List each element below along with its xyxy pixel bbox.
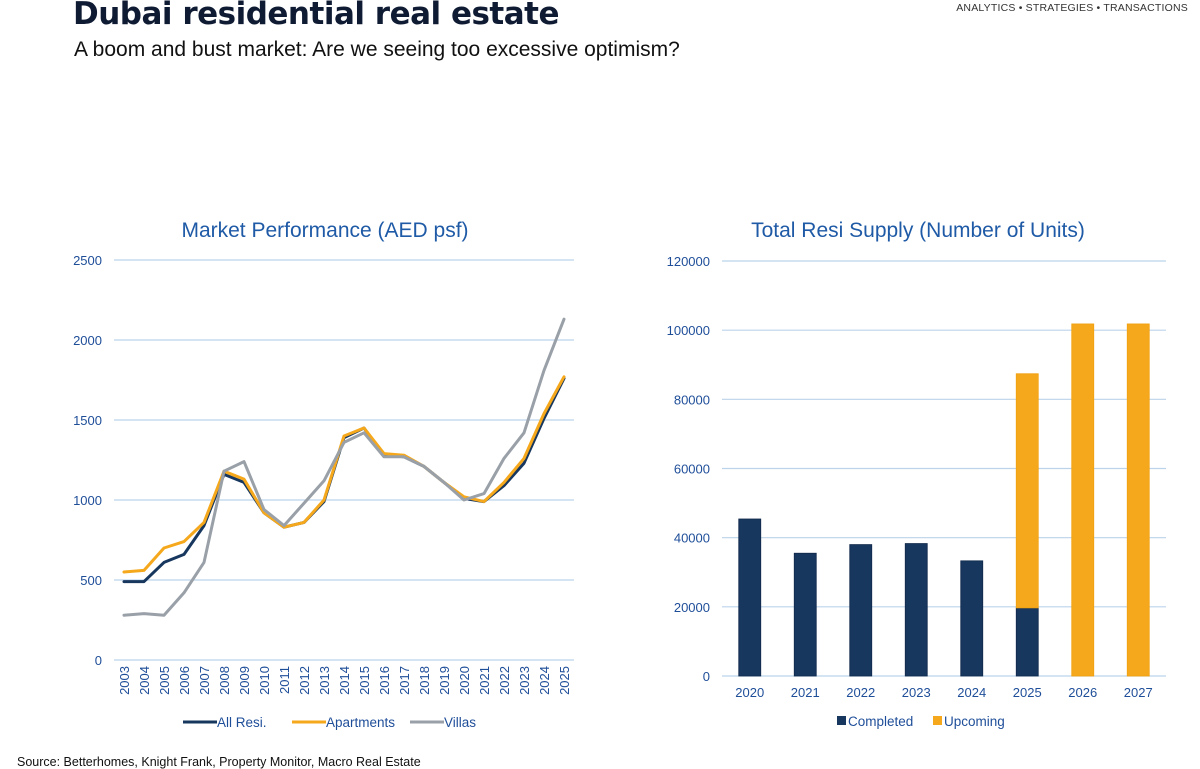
x-tick-label: 2008 [217, 666, 232, 695]
y-tick-label: 1000 [73, 493, 102, 508]
bar-completed-2022 [849, 544, 873, 677]
x-tick-label: 2017 [397, 666, 412, 695]
y-tick-label: 20000 [674, 600, 710, 615]
page-subtitle: A boom and bust market: Are we seeing to… [74, 38, 680, 61]
series-line-villas [122, 317, 566, 617]
bar-upcoming-2025 [1015, 373, 1039, 609]
y-tick-label: 500 [80, 573, 102, 588]
x-tick-label: 2020 [735, 685, 764, 700]
bar-completed-2023 [904, 543, 928, 677]
bar-completed-2024 [960, 560, 984, 677]
x-tick-label: 2011 [277, 666, 292, 694]
bar-completed-2021 [793, 552, 817, 677]
bar-upcoming-2027 [1126, 323, 1150, 677]
y-tick-label: 0 [95, 653, 102, 668]
x-tick-label: 2005 [157, 666, 172, 695]
x-tick-label: 2014 [337, 666, 352, 695]
market-performance-chart: Market Performance (AED psf) 0 500 1000 150… [73, 219, 574, 730]
x-tick-label: 2021 [791, 685, 820, 700]
y-tick-label: 2000 [73, 333, 102, 348]
x-tick-label: 2003 [117, 666, 132, 695]
x-tick-label: 2025 [557, 666, 572, 695]
x-tick-label: 2015 [357, 666, 372, 695]
x-tick-label: 2006 [177, 666, 192, 695]
y-tick-label: 120000 [667, 254, 710, 269]
y-tick-label: 100000 [667, 323, 710, 338]
y-tick-label: 0 [703, 669, 710, 684]
x-tick-label: 2004 [137, 666, 152, 695]
x-tick-label: 2022 [846, 685, 875, 700]
x-tick-label: 2009 [237, 666, 252, 695]
x-tick-label: 2026 [1068, 685, 1097, 700]
bar-upcoming-2026 [1071, 323, 1095, 677]
x-tick-label: 2027 [1124, 685, 1153, 700]
page-title: Dubai residential real estate [73, 0, 560, 32]
legend-label: Completed [848, 714, 913, 729]
x-tick-label: 2020 [457, 666, 472, 695]
series-line-all-resi [122, 376, 566, 584]
legend-swatch [933, 716, 942, 725]
x-tick-label: 2023 [517, 666, 532, 695]
source-note: Source: Betterhomes, Knight Frank, Prope… [17, 755, 421, 769]
x-tick-label: 2018 [417, 666, 432, 695]
x-tick-label: 2010 [257, 666, 272, 695]
x-tick-label: 2007 [197, 666, 212, 695]
x-tick-label: 2023 [902, 685, 931, 700]
x-tick-label: 2024 [537, 666, 552, 695]
bar-completed-2025 [1015, 607, 1039, 677]
x-tick-label: 2019 [437, 666, 452, 695]
x-tick-label: 2013 [317, 666, 332, 695]
x-tick-label: 2012 [297, 666, 312, 695]
x-tick-label: 2016 [377, 666, 392, 695]
y-tick-label: 40000 [674, 531, 710, 546]
legend-label: Apartments [326, 715, 395, 730]
legend-label: Villas [444, 715, 476, 730]
x-tick-label: 2024 [957, 685, 986, 700]
chart-title: Market Performance (AED psf) [181, 219, 468, 242]
y-tick-label: 60000 [674, 462, 710, 477]
x-tick-label: 2025 [1013, 685, 1042, 700]
series-line-apartments [122, 375, 566, 574]
x-tick-label: 2022 [497, 666, 512, 695]
bar-completed-2020 [738, 518, 762, 677]
y-tick-label: 1500 [73, 413, 102, 428]
legend-label: Upcoming [944, 714, 1005, 729]
legend-swatch [837, 716, 846, 725]
y-tick-label: 2500 [73, 253, 102, 268]
chart-title: Total Resi Supply (Number of Units) [751, 219, 1085, 242]
x-tick-label: 2021 [477, 666, 492, 695]
legend-label: All Resi. [217, 715, 267, 730]
brand-tagline: ANALYTICS • STRATEGIES • TRANSACTIONS [956, 2, 1188, 14]
y-tick-label: 80000 [674, 392, 710, 407]
